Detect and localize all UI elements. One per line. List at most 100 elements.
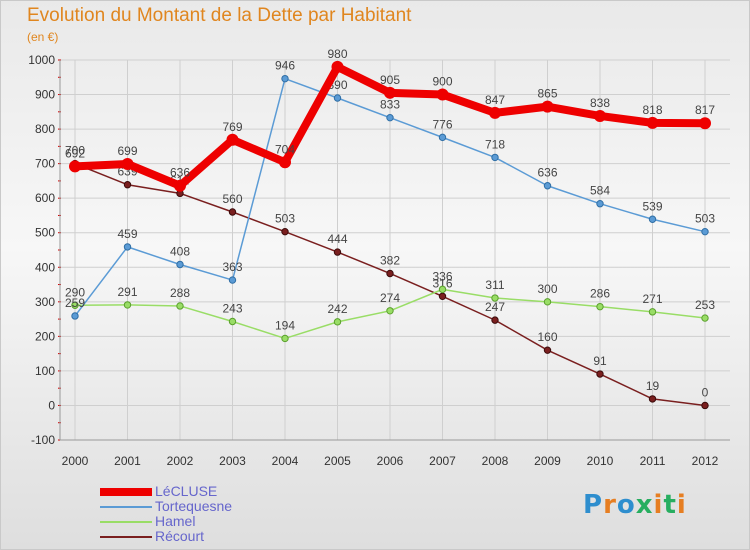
data-label: 692 <box>65 146 85 160</box>
proxiti-logo[interactable]: Proxiti <box>583 490 687 520</box>
legend-label-lecluse: LéCLUSE <box>155 483 218 499</box>
x-tick-label: 2012 <box>692 454 719 468</box>
data-point <box>331 60 344 73</box>
data-point <box>491 294 499 302</box>
data-label: 363 <box>222 260 242 274</box>
chart-title: Evolution du Montant de la Dette par Hab… <box>27 5 412 26</box>
x-tick-label: 2000 <box>62 454 89 468</box>
data-label: 700 <box>65 144 85 158</box>
legend-label-hamel: Hamel <box>155 513 196 529</box>
data-label: 259 <box>65 296 85 310</box>
data-label: 382 <box>380 253 400 267</box>
data-point <box>438 133 447 142</box>
data-label: 718 <box>485 137 505 151</box>
data-label: 636 <box>170 166 190 180</box>
legend-item-hamel: Hamel <box>100 514 320 529</box>
data-point <box>281 74 289 83</box>
data-label: 776 <box>432 117 452 131</box>
data-point <box>491 153 499 162</box>
data-label: 946 <box>275 59 295 73</box>
data-point <box>123 181 132 189</box>
y-tick-label: 0 <box>48 398 55 412</box>
x-tick-label: 2003 <box>219 454 246 468</box>
logo-letter: i <box>653 490 664 520</box>
legend-swatch-lecluse <box>100 488 152 496</box>
data-label: 905 <box>380 73 400 87</box>
logo-letter: x <box>635 490 654 520</box>
data-point <box>648 215 657 223</box>
y-tick-label: 100 <box>35 364 55 378</box>
data-label: 636 <box>537 166 557 180</box>
y-tick-label: 900 <box>35 88 55 102</box>
data-label: 503 <box>695 212 715 226</box>
data-label: 291 <box>117 285 137 299</box>
data-point <box>176 260 184 269</box>
y-tick-label: 1000 <box>28 53 55 67</box>
x-tick-label: 2004 <box>272 454 299 468</box>
data-label: 160 <box>537 330 557 344</box>
data-label: 539 <box>642 199 662 213</box>
data-point <box>701 401 709 410</box>
data-point <box>699 117 711 130</box>
x-tick-label: 2011 <box>640 454 666 468</box>
legend-swatch-hamel <box>100 521 152 523</box>
legend-swatch-recourt <box>100 536 152 538</box>
logo-letter: P <box>583 490 604 520</box>
data-point <box>386 307 394 315</box>
data-point <box>646 116 659 129</box>
data-point <box>436 88 449 101</box>
x-tick-label: 2008 <box>482 454 509 468</box>
y-tick-label: 300 <box>35 295 55 309</box>
data-label: 194 <box>275 318 295 332</box>
data-point <box>279 156 291 169</box>
data-label: 833 <box>380 98 400 112</box>
data-label: 243 <box>222 302 242 316</box>
legend-item-tortequesne: Tortequesne <box>100 499 320 514</box>
legend-item-recourt: Récourt <box>100 529 320 544</box>
chart-subtitle: (en €) <box>27 30 59 44</box>
y-tick-label: 200 <box>35 329 55 343</box>
data-label: 274 <box>380 291 400 305</box>
x-tick-label: 2009 <box>534 454 561 468</box>
data-point <box>123 301 132 309</box>
data-label: 311 <box>485 278 504 292</box>
data-point <box>333 248 342 256</box>
data-label: 818 <box>642 103 662 117</box>
data-label: 584 <box>590 184 610 198</box>
x-tick-label: 2007 <box>429 454 456 468</box>
x-tick-label: 2001 <box>114 454 141 468</box>
data-point <box>541 100 554 113</box>
logo-letter: r <box>603 490 617 520</box>
data-label: 817 <box>695 103 715 117</box>
data-point <box>121 157 134 170</box>
data-point <box>228 208 237 216</box>
data-point <box>596 302 604 311</box>
data-label: 847 <box>485 93 505 107</box>
data-label: 242 <box>327 302 347 316</box>
data-point <box>333 94 342 102</box>
x-tick-label: 2002 <box>167 454 194 468</box>
data-label: 769 <box>222 120 242 134</box>
data-point <box>543 182 552 190</box>
y-tick-label: 700 <box>35 157 55 171</box>
data-point <box>333 318 342 326</box>
data-label: 865 <box>537 87 557 101</box>
data-point <box>71 301 79 309</box>
data-point <box>226 133 239 146</box>
data-label: 91 <box>593 354 607 368</box>
data-point <box>228 317 237 326</box>
legend-label-recourt: Récourt <box>155 528 205 544</box>
data-label: 253 <box>695 298 715 312</box>
data-point <box>386 269 394 278</box>
data-label: 699 <box>117 144 137 158</box>
data-point <box>596 200 604 208</box>
data-label: 286 <box>590 287 610 301</box>
x-tick-label: 2010 <box>587 454 614 468</box>
y-tick-label: 500 <box>35 226 55 240</box>
data-label: 290 <box>65 285 85 299</box>
y-tick-label: 800 <box>35 122 55 136</box>
data-point <box>596 370 604 378</box>
data-point <box>281 334 289 343</box>
data-label: 980 <box>327 47 347 61</box>
